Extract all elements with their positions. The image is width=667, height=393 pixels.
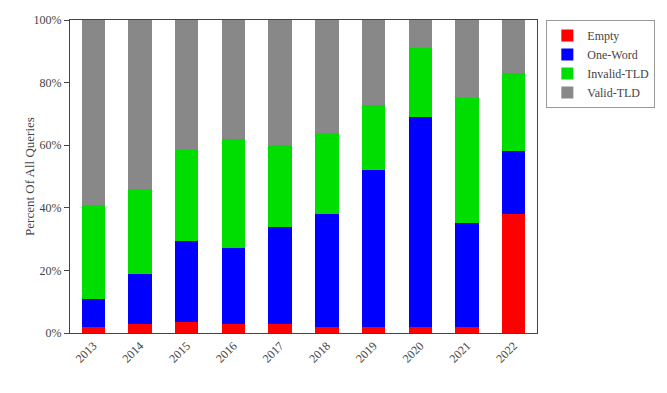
- svg-text:2020: 2020: [400, 339, 427, 366]
- svg-text:40%: 40%: [40, 201, 62, 215]
- svg-text:2017: 2017: [260, 339, 287, 366]
- svg-text:100%: 100%: [34, 13, 62, 27]
- svg-text:0%: 0%: [46, 326, 62, 340]
- svg-text:Valid-TLD: Valid-TLD: [587, 86, 640, 100]
- svg-text:2022: 2022: [493, 339, 520, 366]
- svg-text:60%: 60%: [40, 138, 62, 152]
- svg-text:2018: 2018: [306, 339, 333, 366]
- svg-text:2019: 2019: [353, 339, 380, 366]
- svg-text:Invalid-TLD: Invalid-TLD: [587, 67, 649, 81]
- svg-text:2021: 2021: [446, 339, 473, 366]
- svg-text:2013: 2013: [73, 339, 100, 366]
- svg-text:20%: 20%: [40, 264, 62, 278]
- svg-text:2015: 2015: [166, 339, 193, 366]
- svg-text:80%: 80%: [40, 76, 62, 90]
- svg-text:Empty: Empty: [587, 29, 619, 43]
- svg-text:2016: 2016: [213, 339, 240, 366]
- svg-text:Percent Of All Queries: Percent Of All Queries: [22, 117, 37, 236]
- svg-text:2014: 2014: [120, 339, 147, 366]
- svg-text:One-Word: One-Word: [587, 48, 637, 62]
